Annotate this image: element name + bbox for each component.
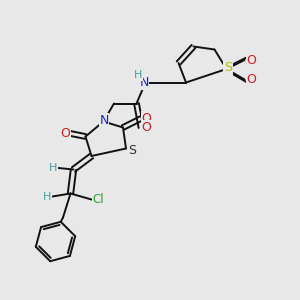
Text: O: O <box>142 121 151 134</box>
Text: H: H <box>43 191 51 202</box>
Text: O: O <box>60 127 70 140</box>
Text: O: O <box>142 112 151 125</box>
Text: H: H <box>134 70 142 80</box>
Text: N: N <box>99 113 109 127</box>
Text: N: N <box>139 76 149 89</box>
Text: O: O <box>246 53 256 67</box>
Text: Cl: Cl <box>92 193 104 206</box>
Text: S: S <box>128 143 136 157</box>
Text: H: H <box>49 163 57 173</box>
Text: S: S <box>224 61 232 74</box>
Text: O: O <box>246 73 256 86</box>
